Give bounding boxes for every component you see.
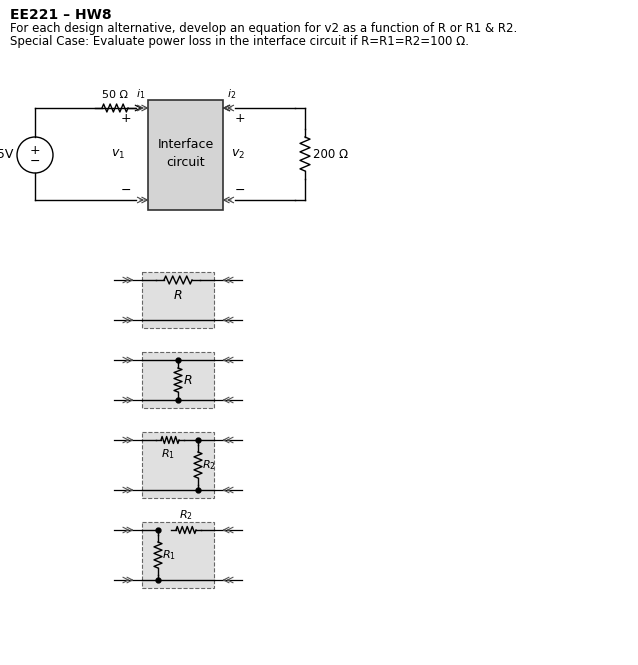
Bar <box>142 432 214 498</box>
Text: Special Case: Evaluate power loss in the interface circuit if R=R1=R2=100 Ω.: Special Case: Evaluate power loss in the… <box>10 35 469 48</box>
Text: 200 Ω: 200 Ω <box>313 148 348 160</box>
Text: 15V: 15V <box>0 148 14 162</box>
Bar <box>142 272 214 328</box>
Text: $i_1$: $i_1$ <box>137 87 145 101</box>
Text: +: + <box>235 112 246 124</box>
Bar <box>142 522 214 588</box>
Text: 50 Ω: 50 Ω <box>102 90 128 100</box>
Text: $R_2$: $R_2$ <box>179 508 193 522</box>
Text: −: − <box>30 154 40 168</box>
Text: −: − <box>121 184 131 196</box>
Text: −: − <box>235 184 245 196</box>
Bar <box>142 352 214 408</box>
Text: Interface
circuit: Interface circuit <box>158 138 214 170</box>
Text: $v_1$: $v_1$ <box>111 148 125 160</box>
Text: $R_1$: $R_1$ <box>161 447 175 461</box>
Text: $v_2$: $v_2$ <box>231 148 245 160</box>
Text: $R_1$: $R_1$ <box>162 548 176 562</box>
Text: $i_2$: $i_2$ <box>227 87 237 101</box>
Text: +: + <box>30 144 40 156</box>
Text: $R_2$: $R_2$ <box>202 458 216 472</box>
Text: $R$: $R$ <box>174 289 182 302</box>
Text: +: + <box>121 112 131 124</box>
Text: $R$: $R$ <box>183 374 193 386</box>
Bar <box>148 100 223 210</box>
Text: EE221 – HW8: EE221 – HW8 <box>10 8 112 22</box>
Text: For each design alternative, develop an equation for v2 as a function of R or R1: For each design alternative, develop an … <box>10 22 517 35</box>
